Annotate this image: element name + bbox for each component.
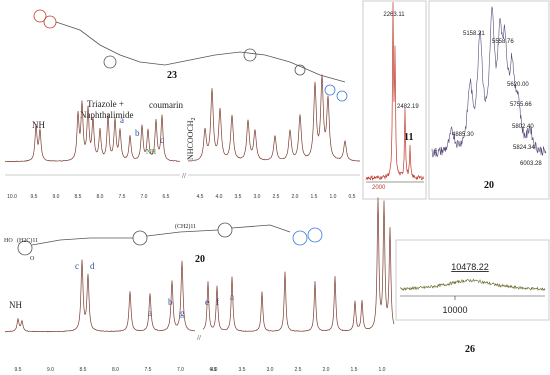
x-tick-label: 7.0 <box>141 194 148 200</box>
compound-number: 11 <box>404 132 413 143</box>
spectrum <box>187 74 361 162</box>
peak-mass: 5158.21 <box>463 31 485 37</box>
peak-mass: 5755.66 <box>510 102 532 108</box>
x-tick-label: 9.5 <box>31 194 38 200</box>
x-tick-label: 4.0 <box>216 194 223 200</box>
x-tick-label: 10.0 <box>7 194 17 200</box>
peak-label: d <box>90 261 95 271</box>
peak-label: a <box>230 292 234 302</box>
peak-label: c <box>160 135 164 145</box>
x-tick-label: 9.0 <box>47 367 54 373</box>
x-tick-label: 9.5 <box>15 367 22 373</box>
peak-label: Triazole + <box>87 99 124 109</box>
x-tick-label: 8.5 <box>80 367 87 373</box>
compound-number: 23 <box>167 70 177 81</box>
peak-label: g <box>180 308 185 318</box>
x-tick-label: 6.5 <box>163 194 170 200</box>
spectrum <box>399 278 546 292</box>
peak-mass: 5558.76 <box>492 39 514 45</box>
x-tick-label: 4.0 <box>211 367 218 373</box>
x-tick-label: 7.5 <box>145 367 152 373</box>
structure-label: (H2C)11 <box>17 237 38 244</box>
structure-23 <box>33 9 348 102</box>
x-tick-label: 2.5 <box>273 194 280 200</box>
spectrum <box>365 1 425 181</box>
peak-mass: 5824.34 <box>513 145 535 151</box>
axis-label: 10000 <box>442 305 467 315</box>
x-tick-label: 2.0 <box>292 194 299 200</box>
x-tick-label: 8.0 <box>97 194 104 200</box>
peak-label: Naphthalimide <box>80 110 134 120</box>
panel-frame <box>362 0 427 200</box>
peak-mass: 6003.28 <box>520 161 542 167</box>
peak-mass: 10478.22 <box>451 262 489 272</box>
x-tick-label: 3.5 <box>239 367 246 373</box>
compound-number: 26 <box>465 344 475 355</box>
peak-mass: 2263.11 <box>383 12 405 18</box>
peak-label: b <box>135 128 140 138</box>
x-tick-label: 4.5 <box>197 194 204 200</box>
structure-20 <box>17 222 323 256</box>
peak-label: NH <box>9 300 22 310</box>
x-tick-label: 3.5 <box>235 194 242 200</box>
x-tick-label: 0.5 <box>349 194 356 200</box>
x-tick-label: 7.0 <box>177 367 184 373</box>
peak-label: b <box>168 297 173 307</box>
x-tick-label: 9.0 <box>53 194 60 200</box>
peak-label: NH <box>32 120 45 130</box>
peak-label-text: NHCOOCH <box>186 120 195 160</box>
x-tick-label: 7.5 <box>119 194 126 200</box>
peak-label: coumarin <box>149 100 183 110</box>
x-tick-label: 3.0 <box>254 194 261 200</box>
peak-label: c <box>75 261 79 271</box>
compound-number: 20 <box>195 254 205 265</box>
structure-label: O <box>30 256 35 262</box>
x-tick-label: 1.0 <box>379 367 386 373</box>
peak-mass: 5802.40 <box>512 124 534 130</box>
peak-label: NHCOOCH2 <box>186 117 197 160</box>
structure-label: (CH2)11 <box>175 223 196 230</box>
x-tick-label: 8.5 <box>75 194 82 200</box>
x-tick-label: 2.5 <box>295 367 302 373</box>
spectrum <box>431 6 547 158</box>
axis-label: 2000 <box>372 185 386 191</box>
x-tick-label: 6.5 <box>210 367 217 373</box>
structure-label: HO <box>4 238 13 244</box>
x-tick-label: 1.0 <box>330 194 337 200</box>
peak-label: a <box>148 308 152 318</box>
axis-break: // <box>182 172 186 180</box>
x-tick-label: 1.5 <box>351 367 358 373</box>
peak-label: NH <box>146 148 156 156</box>
peak-mass: 2482.19 <box>397 104 419 110</box>
compound-number: 20 <box>484 180 494 191</box>
spectrum <box>4 259 195 333</box>
axis-label: 6 <box>434 149 438 155</box>
x-tick-label: 8.0 <box>112 367 119 373</box>
panel-frame <box>395 239 550 321</box>
x-tick-label: 2.0 <box>323 367 330 373</box>
axis-break: // <box>197 334 201 342</box>
peak-label: a <box>120 115 124 125</box>
x-tick-label: 3.0 <box>267 367 274 373</box>
peak-mass: 4885.30 <box>452 132 474 138</box>
spectrum <box>202 197 395 332</box>
peak-mass: 5620.00 <box>507 82 529 88</box>
peak-label-sub: 2 <box>191 117 197 120</box>
panel-frame <box>428 0 550 200</box>
spectrum <box>5 100 181 163</box>
x-tick-label: 1.5 <box>311 194 318 200</box>
